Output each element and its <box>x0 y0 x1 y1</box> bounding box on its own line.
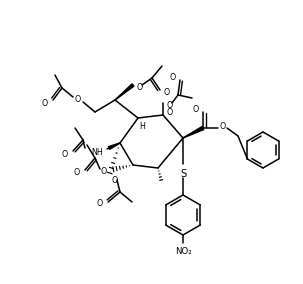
Text: O: O <box>112 176 118 185</box>
Text: O: O <box>137 82 143 91</box>
Text: O: O <box>74 168 80 176</box>
Text: O: O <box>42 99 48 108</box>
Text: NO₂: NO₂ <box>175 247 191 256</box>
Text: O: O <box>75 95 81 103</box>
Polygon shape <box>108 143 120 149</box>
Text: H: H <box>139 122 145 131</box>
Text: S: S <box>180 169 186 179</box>
Text: O: O <box>193 105 199 114</box>
Text: O: O <box>170 72 176 82</box>
Text: O: O <box>220 122 226 131</box>
Polygon shape <box>183 126 204 138</box>
Text: O: O <box>164 87 170 97</box>
Text: NH: NH <box>91 147 103 156</box>
Text: O: O <box>62 149 68 158</box>
Text: O: O <box>101 166 107 176</box>
Text: O: O <box>97 199 103 208</box>
Text: O: O <box>167 108 173 116</box>
Text: O: O <box>167 101 173 110</box>
Polygon shape <box>115 84 134 100</box>
